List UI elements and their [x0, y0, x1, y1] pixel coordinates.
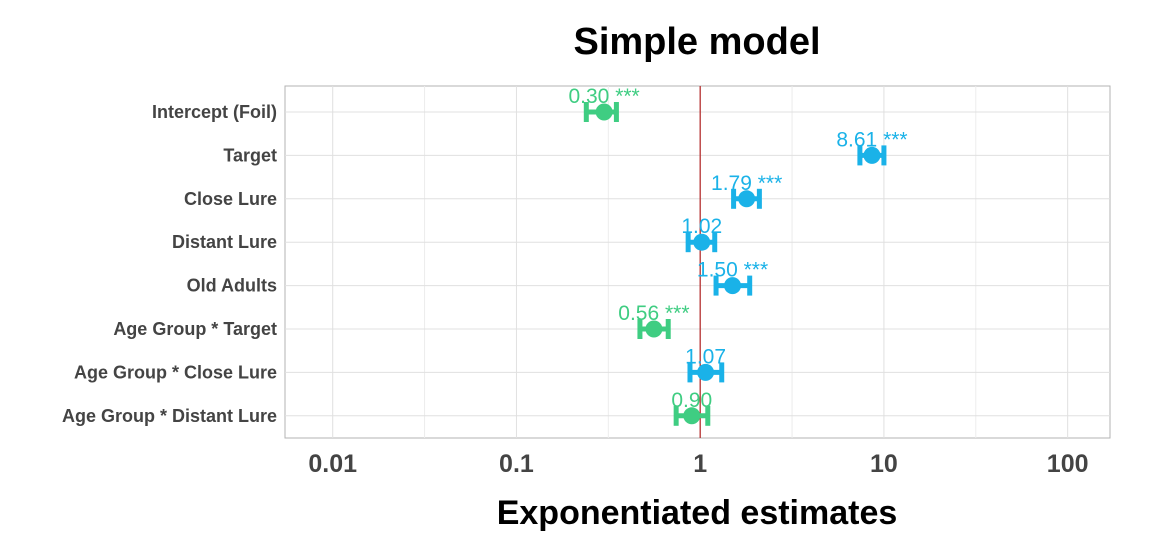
x-tick-label: 0.1 [499, 450, 534, 478]
data-label: 1.50 *** [697, 259, 768, 282]
y-tick-label: Age Group * Close Lure [74, 362, 277, 382]
estimate-point [693, 233, 711, 251]
y-tick-label: Age Group * Distant Lure [62, 406, 277, 426]
gridlines [285, 86, 1110, 438]
chart-title: Simple model [573, 21, 820, 63]
y-tick-label: Old Adults [187, 276, 277, 296]
estimate-point [724, 277, 742, 295]
estimate-point [863, 146, 881, 164]
x-tick-label: 0.01 [308, 450, 357, 478]
estimate-point [738, 190, 756, 208]
x-tick-label: 10 [870, 450, 898, 478]
y-tick-label: Distant Lure [172, 232, 277, 252]
x-tick-label: 100 [1047, 450, 1089, 478]
estimate-point [645, 320, 663, 338]
data-marks: 0.30 *** 8.61 *** 1.79 *** 1.02 1.50 *** 0.56… [568, 85, 908, 426]
x-axis-label: Exponentiated estimates [497, 494, 898, 532]
data-label: 1.07 [685, 345, 726, 368]
panel-border [284, 85, 1111, 439]
y-tick-label: Intercept (Foil) [152, 102, 277, 122]
x-tick-label: 1 [693, 450, 707, 478]
data-label: 0.90 [671, 389, 712, 412]
estimate-point [683, 407, 701, 425]
data-label: 1.79 *** [711, 172, 782, 195]
estimate-point [697, 363, 715, 381]
estimate-point [595, 103, 613, 121]
plot-panel [284, 85, 1111, 439]
y-tick-label: Target [223, 145, 277, 165]
y-axis: Intercept (Foil) Target Close Lure Distant … [62, 102, 277, 426]
y-tick-label: Age Group * Target [113, 319, 277, 339]
data-label: 8.61 *** [836, 128, 907, 151]
data-label: 0.56 *** [618, 302, 689, 325]
data-label: 0.30 *** [568, 85, 639, 108]
data-label: 1.02 [681, 215, 722, 238]
y-tick-label: Close Lure [184, 189, 277, 209]
x-axis: 0.01 0.1 1 10 100 [308, 450, 1088, 478]
